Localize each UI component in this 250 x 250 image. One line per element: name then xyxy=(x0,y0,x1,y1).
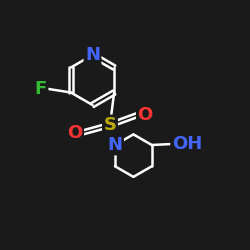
Text: S: S xyxy=(104,116,117,134)
Text: N: N xyxy=(108,136,122,154)
Text: O: O xyxy=(138,106,153,124)
Text: N: N xyxy=(85,46,100,64)
Text: OH: OH xyxy=(172,135,202,153)
Text: O: O xyxy=(68,124,83,142)
Text: F: F xyxy=(35,80,47,98)
